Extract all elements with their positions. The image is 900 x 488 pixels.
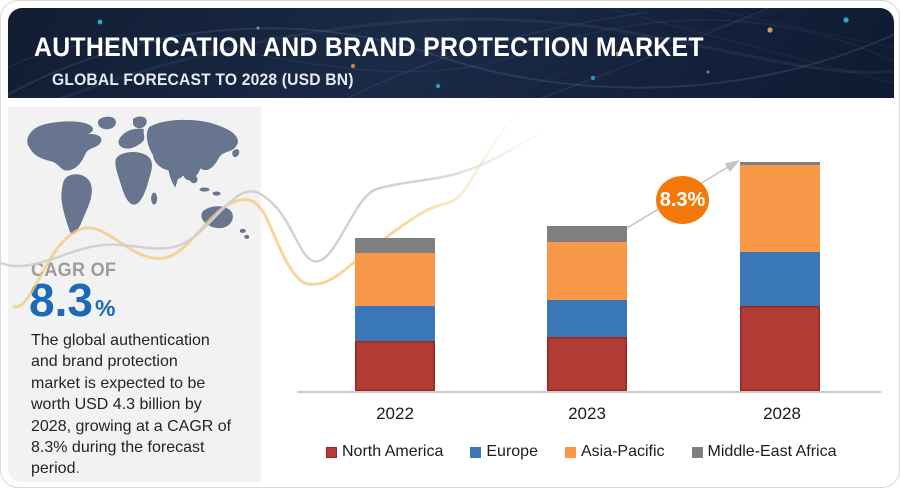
x-axis-line bbox=[297, 391, 881, 393]
legend-marker-europe bbox=[470, 446, 482, 458]
legend-marker-middle-east-africa bbox=[691, 446, 703, 458]
summary-panel: CAGR OF 8.3 % The global authentication … bbox=[8, 107, 261, 482]
bar-segment-2028-asia-pacific bbox=[740, 165, 820, 252]
category-label-2022: 2022 bbox=[376, 404, 414, 423]
legend-label: Middle-East Africa bbox=[707, 443, 837, 460]
chart-legend: North America Europe Asia-Pacific Middle… bbox=[326, 443, 836, 461]
cagr-number: 8.3 bbox=[29, 274, 93, 326]
bar-segment-2022-asia-pacific bbox=[355, 253, 435, 306]
category-label-2028: 2028 bbox=[763, 404, 801, 423]
bar-segment-2023-asia-pacific bbox=[547, 242, 627, 300]
bar-segment-2022-europe bbox=[355, 306, 435, 341]
legend-item-asia-pacific: Asia-Pacific bbox=[564, 443, 665, 461]
bar-segment-2022-middle-east-africa bbox=[355, 238, 435, 253]
bar-segment-2023-europe bbox=[547, 300, 627, 337]
description-text: The global authentication and brand prot… bbox=[31, 332, 232, 478]
bar-segment-2028-north-america bbox=[740, 306, 820, 391]
category-label-2023: 2023 bbox=[568, 404, 606, 423]
world-map-icon bbox=[27, 116, 250, 239]
report-header: AUTHENTICATION AND BRAND PROTECTION MARK… bbox=[8, 8, 894, 98]
legend-item-europe: Europe bbox=[470, 443, 538, 461]
cagr-value: 8.3 % bbox=[29, 275, 115, 326]
report-title: AUTHENTICATION AND BRAND PROTECTION MARK… bbox=[34, 32, 704, 62]
bar-segment-2022-north-america bbox=[355, 341, 435, 391]
bar-segment-2028-middle-east-africa bbox=[740, 162, 820, 165]
legend-item-middle-east-africa: Middle-East Africa bbox=[691, 443, 837, 461]
legend-label: North America bbox=[342, 443, 444, 460]
legend-marker-asia-pacific bbox=[564, 446, 576, 458]
cagr-badge: 8.3% bbox=[656, 176, 709, 224]
cagr-percent-sign: % bbox=[94, 295, 116, 321]
bar-segment-2028-europe bbox=[740, 252, 820, 306]
legend-label: Europe bbox=[486, 443, 538, 460]
legend-item-north-america: North America bbox=[326, 443, 443, 461]
legend-marker-north-america bbox=[326, 446, 337, 458]
bar-segment-2023-north-america bbox=[547, 337, 627, 391]
report-subtitle: GLOBAL FORECAST TO 2028 (USD BN) bbox=[52, 70, 354, 89]
bar-segment-2023-middle-east-africa bbox=[547, 226, 627, 242]
market-description: The global authentication and brand prot… bbox=[31, 330, 261, 480]
legend-label: Asia-Pacific bbox=[580, 443, 665, 460]
description-period: . bbox=[75, 460, 80, 478]
network-background-art bbox=[8, 8, 894, 98]
